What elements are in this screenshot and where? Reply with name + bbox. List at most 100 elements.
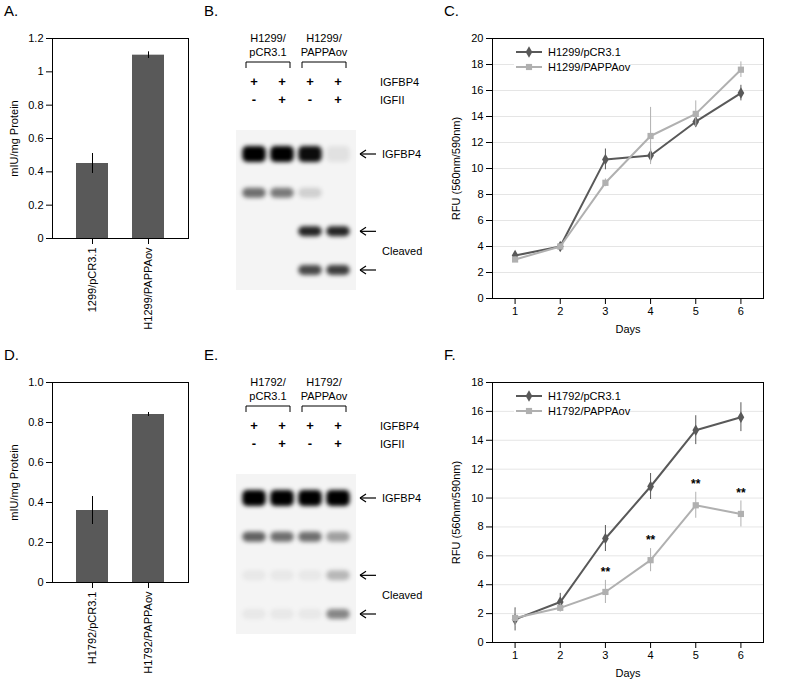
- svg-text:pCR3.1: pCR3.1: [249, 46, 286, 58]
- svg-text:-: -: [308, 436, 312, 451]
- svg-text:10: 10: [471, 162, 483, 174]
- svg-text:-: -: [308, 92, 312, 107]
- svg-text:mIU/mg Protein: mIU/mg Protein: [8, 444, 20, 520]
- svg-text:RFU (560nm/590nm): RFU (560nm/590nm): [450, 117, 462, 220]
- svg-text:10: 10: [471, 492, 483, 504]
- svg-text:0: 0: [37, 576, 43, 588]
- svg-text:RFU (560nm/590nm): RFU (560nm/590nm): [450, 461, 462, 564]
- svg-text:**: **: [601, 565, 611, 579]
- svg-text:1299/pCR3.1: 1299/pCR3.1: [86, 248, 98, 313]
- svg-text:0.4: 0.4: [28, 165, 43, 177]
- svg-text:+: +: [278, 436, 286, 451]
- svg-text:H1299/: H1299/: [250, 32, 286, 44]
- svg-text:12: 12: [471, 463, 483, 475]
- svg-text:2: 2: [477, 266, 483, 278]
- svg-text:6: 6: [738, 649, 744, 661]
- svg-text:Cleaved: Cleaved: [382, 245, 422, 257]
- svg-text:+: +: [278, 74, 286, 89]
- svg-text:pCR3.1: pCR3.1: [249, 390, 286, 402]
- svg-text:1: 1: [37, 65, 43, 77]
- svg-text:0.6: 0.6: [28, 456, 43, 468]
- svg-text:0: 0: [37, 232, 43, 244]
- html-text:H1299/pCR3.1: H1299/pCR3.1: [548, 45, 621, 58]
- svg-text:PAPPAov: PAPPAov: [301, 46, 348, 58]
- svg-text:1.0: 1.0: [28, 376, 43, 388]
- svg-text:H1792/PAPPAov: H1792/PAPPAov: [142, 591, 154, 674]
- svg-text:16: 16: [471, 84, 483, 96]
- svg-text:IGFII: IGFII: [380, 94, 404, 106]
- svg-text:H1792/: H1792/: [306, 376, 342, 388]
- svg-text:3: 3: [602, 649, 608, 661]
- svg-text:IGFBP4: IGFBP4: [382, 492, 421, 504]
- html-text:A.: A.: [4, 2, 19, 19]
- svg-text:+: +: [334, 436, 342, 451]
- html-text:H1299/PAPPAov: H1299/PAPPAov: [548, 60, 631, 73]
- svg-text:5: 5: [693, 305, 699, 317]
- svg-text:0.8: 0.8: [28, 99, 43, 111]
- svg-text:IGFII: IGFII: [380, 438, 404, 450]
- svg-text:+: +: [306, 74, 314, 89]
- svg-text:Cleaved: Cleaved: [382, 589, 422, 601]
- svg-text:IGFBP4: IGFBP4: [382, 148, 421, 160]
- svg-text:**: **: [736, 486, 746, 500]
- svg-text:4: 4: [648, 649, 654, 661]
- svg-text:0.2: 0.2: [28, 199, 43, 211]
- svg-text:8: 8: [477, 520, 483, 532]
- svg-text:18: 18: [471, 376, 483, 388]
- svg-text:Days: Days: [615, 667, 641, 679]
- svg-text:6: 6: [477, 549, 483, 561]
- html-text:H1792/pCR3.1: H1792/pCR3.1: [548, 389, 621, 402]
- html-text:E.: E.: [204, 346, 219, 363]
- svg-text:+: +: [278, 92, 286, 107]
- svg-text:0: 0: [477, 292, 483, 304]
- svg-text:+: +: [306, 418, 314, 433]
- svg-text:+: +: [250, 418, 258, 433]
- svg-text:0.6: 0.6: [28, 132, 43, 144]
- html-text:B.: B.: [204, 2, 219, 19]
- html-text:C.: C.: [444, 2, 459, 19]
- svg-text:**: **: [646, 533, 656, 547]
- svg-text:Days: Days: [615, 323, 641, 335]
- svg-text:IGFBP4: IGFBP4: [380, 420, 419, 432]
- svg-text:-: -: [252, 92, 256, 107]
- svg-text:+: +: [278, 418, 286, 433]
- svg-text:1.2: 1.2: [28, 32, 43, 44]
- svg-text:+: +: [334, 418, 342, 433]
- svg-text:14: 14: [471, 434, 483, 446]
- svg-text:H1792/: H1792/: [250, 376, 286, 388]
- svg-text:2: 2: [477, 607, 483, 619]
- svg-text:18: 18: [471, 58, 483, 70]
- svg-text:H1792/pCR3.1: H1792/pCR3.1: [86, 592, 98, 665]
- svg-text:1: 1: [512, 305, 518, 317]
- svg-text:**: **: [691, 477, 701, 491]
- svg-text:0: 0: [477, 636, 483, 648]
- svg-text:12: 12: [471, 136, 483, 148]
- svg-text:-: -: [252, 436, 256, 451]
- svg-text:PAPPAov: PAPPAov: [301, 390, 348, 402]
- svg-text:4: 4: [477, 578, 483, 590]
- svg-text:0.8: 0.8: [28, 416, 43, 428]
- svg-text:+: +: [250, 74, 258, 89]
- svg-text:14: 14: [471, 110, 483, 122]
- html-text:D.: D.: [4, 346, 19, 363]
- svg-text:IGFBP4: IGFBP4: [380, 76, 419, 88]
- svg-text:8: 8: [477, 188, 483, 200]
- svg-text:H1299/: H1299/: [306, 32, 342, 44]
- svg-text:20: 20: [471, 32, 483, 44]
- svg-text:4: 4: [477, 240, 483, 252]
- svg-text:3: 3: [602, 305, 608, 317]
- svg-text:+: +: [334, 74, 342, 89]
- svg-text:4: 4: [648, 305, 654, 317]
- svg-text:H1299/PAPPAov: H1299/PAPPAov: [142, 247, 154, 330]
- svg-text:6: 6: [738, 305, 744, 317]
- svg-text:mIU/mg Protein: mIU/mg Protein: [8, 100, 20, 176]
- svg-text:0.4: 0.4: [28, 496, 43, 508]
- svg-text:6: 6: [477, 214, 483, 226]
- svg-text:16: 16: [471, 405, 483, 417]
- svg-text:2: 2: [557, 305, 563, 317]
- svg-text:+: +: [334, 92, 342, 107]
- svg-text:2: 2: [557, 649, 563, 661]
- svg-text:0.2: 0.2: [28, 536, 43, 548]
- svg-text:5: 5: [693, 649, 699, 661]
- svg-text:1: 1: [512, 649, 518, 661]
